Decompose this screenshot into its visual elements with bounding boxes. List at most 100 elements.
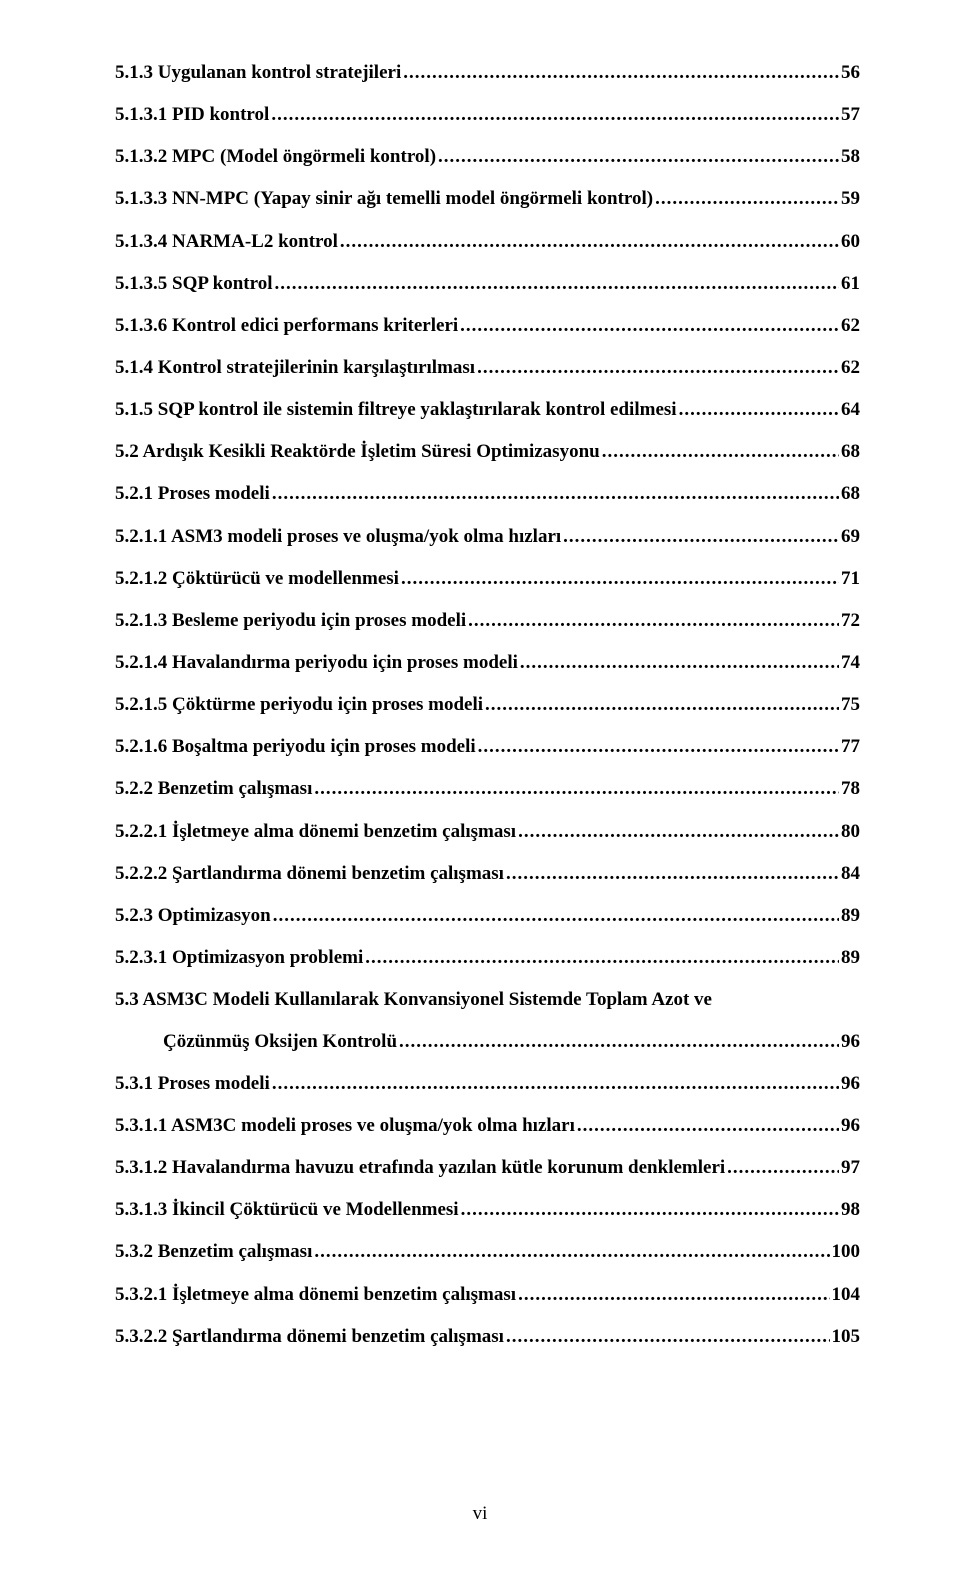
toc-text: 5.2.3 Optimizasyon <box>115 903 271 929</box>
toc-leader-dots <box>274 271 839 297</box>
toc-entry: 5.1.4 Kontrol stratejilerinin karşılaştı… <box>115 355 860 381</box>
toc-leader-dots <box>477 355 839 381</box>
toc-leader-dots <box>271 102 839 128</box>
toc-text: 5.2.1.6 Boşaltma periyodu için proses mo… <box>115 734 476 760</box>
toc-entry: 5.3.1.3 İkincil Çöktürücü ve Modellenmes… <box>115 1197 860 1223</box>
toc-entry: 5.1.3.6 Kontrol edici performans kriterl… <box>115 313 860 339</box>
toc-leader-dots <box>461 1197 839 1223</box>
toc-entry: 5.1.3.3 NN-MPC (Yapay sinir ağı temelli … <box>115 186 860 212</box>
page-number: vi <box>0 1503 960 1525</box>
toc-leader-dots <box>518 1282 829 1308</box>
toc-list: 5.1.3 Uygulanan kontrol stratejileri 56 … <box>115 60 860 1349</box>
toc-entry: 5.1.3.4 NARMA-L2 kontrol 60 <box>115 229 860 255</box>
toc-leader-dots <box>314 1239 829 1265</box>
toc-text: 5.3.2 Benzetim çalışması <box>115 1239 312 1265</box>
toc-leader-dots <box>506 861 839 887</box>
toc-leader-dots <box>577 1113 839 1139</box>
toc-leader-dots <box>438 144 839 170</box>
toc-text: 5.1.3.5 SQP kontrol <box>115 271 272 297</box>
toc-entry: 5.3.2.1 İşletmeye alma dönemi benzetim ç… <box>115 1282 860 1308</box>
toc-page: 96 <box>841 1071 860 1097</box>
toc-entry: 5.1.5 SQP kontrol ile sistemin filtreye … <box>115 397 860 423</box>
toc-text: 5.3.2.1 İşletmeye alma dönemi benzetim ç… <box>115 1282 516 1308</box>
toc-leader-dots <box>365 945 839 971</box>
page-container: 5.1.3 Uygulanan kontrol stratejileri 56 … <box>0 0 960 1587</box>
toc-text: 5.2.2.1 İşletmeye alma dönemi benzetim ç… <box>115 819 516 845</box>
toc-page: 60 <box>841 229 860 255</box>
toc-text: 5.3.1.3 İkincil Çöktürücü ve Modellenmes… <box>115 1197 459 1223</box>
toc-leader-dots <box>520 650 839 676</box>
toc-leader-dots <box>273 903 839 929</box>
toc-entry: 5.2.1 Proses modeli 68 <box>115 481 860 507</box>
toc-page: 68 <box>841 481 860 507</box>
toc-page: 57 <box>841 102 860 128</box>
toc-leader-dots <box>485 692 839 718</box>
toc-entry: 5.2.2 Benzetim çalışması 78 <box>115 776 860 802</box>
toc-page: 80 <box>841 819 860 845</box>
toc-entry: 5.2.1.1 ASM3 modeli proses ve oluşma/yok… <box>115 524 860 550</box>
toc-text: 5.1.3.6 Kontrol edici performans kriterl… <box>115 313 458 339</box>
toc-entry: 5.2.1.3 Besleme periyodu için proses mod… <box>115 608 860 634</box>
toc-text: 5.2.1.3 Besleme periyodu için proses mod… <box>115 608 466 634</box>
toc-page: 78 <box>841 776 860 802</box>
toc-entry: 5.2.3 Optimizasyon 89 <box>115 903 860 929</box>
toc-page: 75 <box>841 692 860 718</box>
toc-page: 105 <box>832 1324 861 1350</box>
toc-page: 96 <box>841 1113 860 1139</box>
toc-leader-dots <box>506 1324 830 1350</box>
toc-leader-dots <box>468 608 839 634</box>
toc-leader-dots <box>272 481 839 507</box>
toc-text: 5.2.2 Benzetim çalışması <box>115 776 312 802</box>
toc-entry: 5.3.2.2 Şartlandırma dönemi benzetim çal… <box>115 1324 860 1350</box>
toc-text-line2: Çözünmüş Oksijen Kontrolü <box>163 1029 397 1055</box>
toc-leader-dots <box>478 734 839 760</box>
toc-leader-dots <box>655 186 839 212</box>
toc-text: 5.3.1 Proses modeli <box>115 1071 270 1097</box>
toc-page: 74 <box>841 650 860 676</box>
toc-entry: 5.2.2.1 İşletmeye alma dönemi benzetim ç… <box>115 819 860 845</box>
toc-entry: 5.2.3.1 Optimizasyon problemi 89 <box>115 945 860 971</box>
toc-leader-dots <box>460 313 839 339</box>
toc-page: 68 <box>841 439 860 465</box>
toc-page: 104 <box>832 1282 861 1308</box>
toc-entry: 5.2 Ardışık Kesikli Reaktörde İşletim Sü… <box>115 439 860 465</box>
toc-text: 5.2.2.2 Şartlandırma dönemi benzetim çal… <box>115 861 504 887</box>
toc-page: 69 <box>841 524 860 550</box>
toc-page: 100 <box>832 1239 861 1265</box>
toc-entry: 5.1.3.2 MPC (Model öngörmeli kontrol) 58 <box>115 144 860 170</box>
toc-page: 56 <box>841 60 860 86</box>
toc-leader-dots <box>272 1071 839 1097</box>
toc-entry: 5.3.1.2 Havalandırma havuzu etrafında ya… <box>115 1155 860 1181</box>
toc-leader-dots <box>518 819 839 845</box>
toc-page: 96 <box>841 1029 860 1055</box>
toc-page: 89 <box>841 945 860 971</box>
toc-text: 5.2.1.2 Çöktürücü ve modellenmesi <box>115 566 399 592</box>
toc-entry: 5.2.1.4 Havalandırma periyodu için prose… <box>115 650 860 676</box>
toc-leader-dots <box>679 397 839 423</box>
toc-entry: 5.1.3 Uygulanan kontrol stratejileri 56 <box>115 60 860 86</box>
toc-page: 98 <box>841 1197 860 1223</box>
toc-entry: 5.1.3.1 PID kontrol 57 <box>115 102 860 128</box>
toc-entry: 5.3.1.1 ASM3C modeli proses ve oluşma/yo… <box>115 1113 860 1139</box>
toc-page: 62 <box>841 355 860 381</box>
toc-entry: 5.3.1 Proses modeli 96 <box>115 1071 860 1097</box>
toc-leader-dots <box>399 1029 839 1055</box>
toc-entry: 5.2.1.6 Boşaltma periyodu için proses mo… <box>115 734 860 760</box>
toc-page: 59 <box>841 186 860 212</box>
toc-entry: 5.1.3.5 SQP kontrol 61 <box>115 271 860 297</box>
toc-text: 5.1.5 SQP kontrol ile sistemin filtreye … <box>115 397 677 423</box>
toc-page: 61 <box>841 271 860 297</box>
toc-text: 5.2.1.4 Havalandırma periyodu için prose… <box>115 650 518 676</box>
toc-text: 5.3.2.2 Şartlandırma dönemi benzetim çal… <box>115 1324 504 1350</box>
toc-leader-dots <box>727 1155 839 1181</box>
toc-leader-dots <box>403 60 839 86</box>
toc-page: 77 <box>841 734 860 760</box>
toc-page: 84 <box>841 861 860 887</box>
toc-leader-dots <box>401 566 839 592</box>
toc-page: 58 <box>841 144 860 170</box>
toc-text-line1: 5.3 ASM3C Modeli Kullanılarak Konvansiyo… <box>115 987 860 1013</box>
toc-text: 5.2.1.5 Çöktürme periyodu için proses mo… <box>115 692 483 718</box>
toc-text: 5.2 Ardışık Kesikli Reaktörde İşletim Sü… <box>115 439 600 465</box>
toc-text: 5.1.3 Uygulanan kontrol stratejileri <box>115 60 401 86</box>
toc-page: 64 <box>841 397 860 423</box>
